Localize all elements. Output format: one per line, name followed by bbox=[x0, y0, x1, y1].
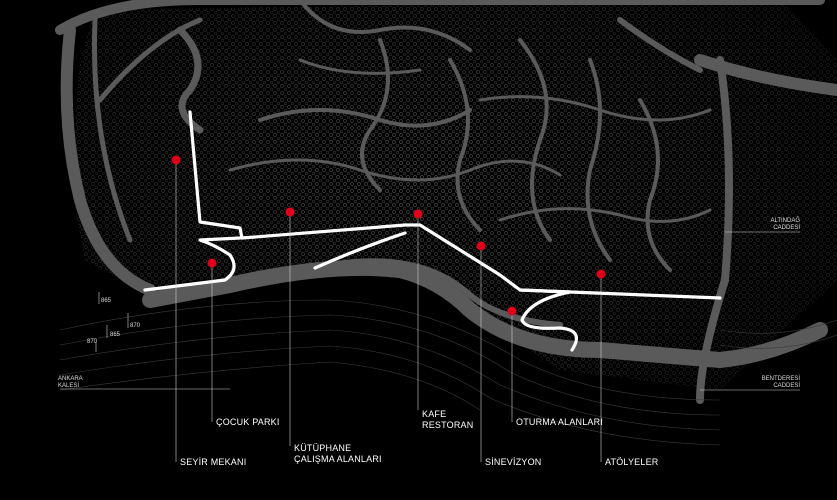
poi-markers bbox=[171, 155, 606, 316]
label-oturma-alanlari: OTURMA ALANLARI bbox=[516, 417, 603, 428]
contour-lines bbox=[59, 299, 837, 446]
label-atolyeler: ATÖLYELER bbox=[605, 457, 658, 468]
leader-lines bbox=[60, 160, 800, 462]
contour-label: 865 bbox=[110, 332, 121, 338]
label-text: OTURMA ALANLARI bbox=[516, 417, 604, 427]
walking-route bbox=[143, 110, 722, 352]
street-text: CADDESİ bbox=[773, 225, 800, 231]
landmark-text: ANKARA bbox=[58, 376, 83, 382]
marker-oturma-alanlari bbox=[507, 306, 517, 316]
label-text: ÇOCUK PARKI bbox=[216, 417, 280, 427]
label-kafe-restoran: KAFE RESTORAN bbox=[422, 409, 473, 431]
landmark-label-ankara-kalesi: ANKARA KALESİ bbox=[58, 376, 83, 390]
marker-kutuphane bbox=[285, 207, 295, 217]
contour-label: 865 bbox=[101, 298, 112, 304]
marker-atolyeler bbox=[596, 269, 606, 279]
label-seyir-mekani: SEYİR MEKANI bbox=[180, 457, 246, 468]
label-text: KÜTÜPHANE bbox=[294, 443, 352, 453]
label-text: KAFE bbox=[422, 409, 447, 419]
marker-kafe-restoran bbox=[413, 209, 423, 219]
contour-label: 870 bbox=[87, 339, 98, 345]
label-text: RESTORAN bbox=[422, 420, 474, 430]
marker-cocuk-parki bbox=[207, 258, 217, 268]
contour-label: 870 bbox=[130, 323, 141, 329]
label-text: SİNEVİZYON bbox=[485, 457, 542, 467]
street-text: CADDESİ bbox=[773, 383, 800, 389]
label-sinevizyon: SİNEVİZYON bbox=[485, 457, 542, 468]
street-label-bentderesi: BENTDERESİ CADDESİ bbox=[758, 376, 800, 390]
landmark-text: KALESİ bbox=[58, 383, 80, 389]
label-text: ÇALIŞMA ALANLARI bbox=[294, 454, 382, 464]
street-text: ALTINDAĞ bbox=[770, 218, 800, 224]
marker-seyir-mekani bbox=[171, 155, 181, 165]
street-text: BENTDERESİ bbox=[761, 376, 800, 382]
label-kutuphane: KÜTÜPHANE ÇALIŞMA ALANLARI bbox=[294, 443, 382, 465]
label-text: ATÖLYELER bbox=[605, 457, 659, 467]
label-cocuk-parki: ÇOCUK PARKI bbox=[216, 417, 280, 428]
label-text: SEYİR MEKANI bbox=[180, 457, 247, 467]
marker-sinevizyon bbox=[476, 241, 486, 251]
street-label-altindag: ALTINDAĞ CADDESİ bbox=[767, 218, 800, 232]
